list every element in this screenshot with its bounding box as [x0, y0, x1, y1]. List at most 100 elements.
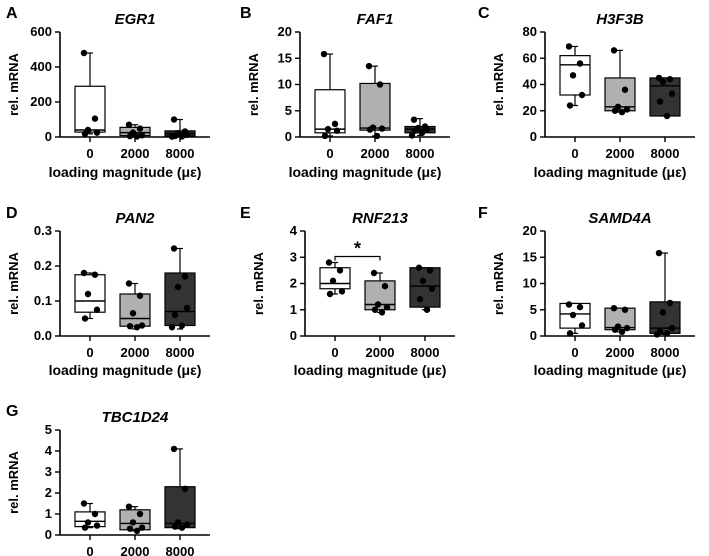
- x-tick-label: 8000: [406, 146, 435, 161]
- data-point: [378, 309, 386, 316]
- data-point: [415, 264, 423, 271]
- data-point: [324, 125, 332, 133]
- data-point: [366, 126, 374, 133]
- box-group-2000: 2000: [359, 62, 391, 161]
- data-point: [566, 102, 574, 109]
- data-point: [370, 269, 378, 277]
- data-point: [178, 133, 186, 140]
- panel-letter: C: [478, 5, 490, 22]
- y-tick-label: 15: [523, 249, 537, 264]
- y-tick-label: 40: [523, 77, 537, 92]
- x-tick-label: 2000: [361, 146, 390, 161]
- data-point: [668, 90, 676, 97]
- y-tick-label: 5: [530, 302, 537, 317]
- data-point: [93, 306, 101, 313]
- data-point: [84, 290, 92, 298]
- x-tick-label: 8000: [651, 345, 680, 360]
- y-axis-label: rel. mRNA: [6, 52, 21, 115]
- panel-title: RNF213: [352, 210, 409, 227]
- data-point: [178, 524, 186, 531]
- data-point: [326, 290, 334, 298]
- box-group-2000: 2000: [364, 269, 396, 360]
- box: [359, 82, 391, 131]
- box-group-8000: 8000: [164, 245, 196, 360]
- y-tick-label: 20: [523, 223, 537, 238]
- data-point: [84, 519, 92, 526]
- data-point: [171, 311, 179, 319]
- y-tick-label: 0: [45, 527, 52, 542]
- panel-g: G TBC1D24 rel. mRNA 0 1 2 3 4 5 0 2000 8000: [6, 403, 210, 556]
- panel-title: SAMD4A: [588, 210, 651, 227]
- data-point: [666, 76, 674, 83]
- data-point: [383, 303, 391, 311]
- data-point: [666, 299, 674, 307]
- data-point: [610, 47, 618, 54]
- y-axis-label: rel. mRNA: [6, 450, 21, 513]
- data-point: [129, 310, 137, 317]
- panel-title: H3F3B: [596, 11, 644, 28]
- data-point: [408, 132, 416, 139]
- x-tick-label: 0: [571, 146, 578, 161]
- data-point: [338, 288, 346, 295]
- y-axis-label: rel. mRNA: [246, 52, 261, 115]
- data-point: [170, 245, 178, 252]
- y-tick-label: 400: [30, 59, 52, 74]
- data-point: [378, 125, 386, 132]
- x-tick-label: 8000: [411, 345, 440, 360]
- y-tick-label: 60: [523, 50, 537, 65]
- data-point: [183, 304, 191, 312]
- data-point: [578, 91, 586, 99]
- x-tick-label: 0: [86, 146, 93, 161]
- data-point: [81, 524, 89, 531]
- y-axis-label: rel. mRNA: [251, 251, 266, 314]
- panel-letter: A: [6, 5, 18, 22]
- y-tick-label: 200: [30, 94, 52, 109]
- data-point: [168, 324, 176, 331]
- data-point: [181, 273, 189, 280]
- data-point: [411, 127, 419, 134]
- box-group-8000: 8000: [164, 116, 196, 161]
- data-point: [621, 306, 629, 313]
- y-tick-label: 4: [45, 443, 53, 458]
- y-tick-label: 5: [285, 103, 292, 118]
- data-point: [336, 267, 344, 274]
- box-group-2000: 2000: [604, 304, 636, 360]
- y-tick-label: 1: [45, 506, 52, 521]
- data-point: [81, 130, 89, 138]
- panel-title: TBC1D24: [102, 409, 169, 426]
- data-point: [569, 311, 577, 319]
- data-point: [668, 324, 676, 332]
- panel-title: FAF1: [357, 11, 394, 28]
- x-tick-label: 0: [326, 146, 333, 161]
- box-group-8000: 8000: [649, 249, 681, 360]
- data-point: [80, 500, 88, 507]
- data-point: [91, 271, 99, 278]
- data-point: [168, 133, 176, 140]
- data-point: [566, 330, 574, 337]
- data-point: [183, 521, 191, 528]
- data-point: [138, 132, 146, 139]
- data-point: [136, 125, 144, 132]
- box: [74, 85, 106, 133]
- box: [314, 89, 346, 134]
- box-group-8000: 8000: [409, 264, 441, 360]
- x-tick-label: 0: [86, 345, 93, 360]
- panel-d: D PAN2 rel. mRNA 0.0 0.1 0.2 0.3 0 2000 8000 loadi…: [6, 205, 210, 378]
- box-group-0: 0: [314, 50, 346, 161]
- x-tick-label: 2000: [366, 345, 395, 360]
- box-group-2000: 2000: [119, 503, 151, 556]
- data-point: [170, 445, 178, 453]
- significance-bracket: [334, 255, 381, 261]
- data-point: [576, 303, 584, 311]
- y-tick-label: 0: [290, 328, 297, 343]
- data-point: [565, 301, 573, 308]
- data-point: [621, 86, 629, 93]
- data-point: [416, 296, 424, 303]
- data-point: [183, 131, 191, 139]
- y-tick-label: 20: [278, 24, 292, 39]
- data-point: [333, 127, 341, 134]
- y-tick-label: 1: [290, 302, 297, 317]
- data-point: [125, 280, 133, 287]
- box: [119, 293, 151, 327]
- panel-title: EGR1: [115, 11, 156, 28]
